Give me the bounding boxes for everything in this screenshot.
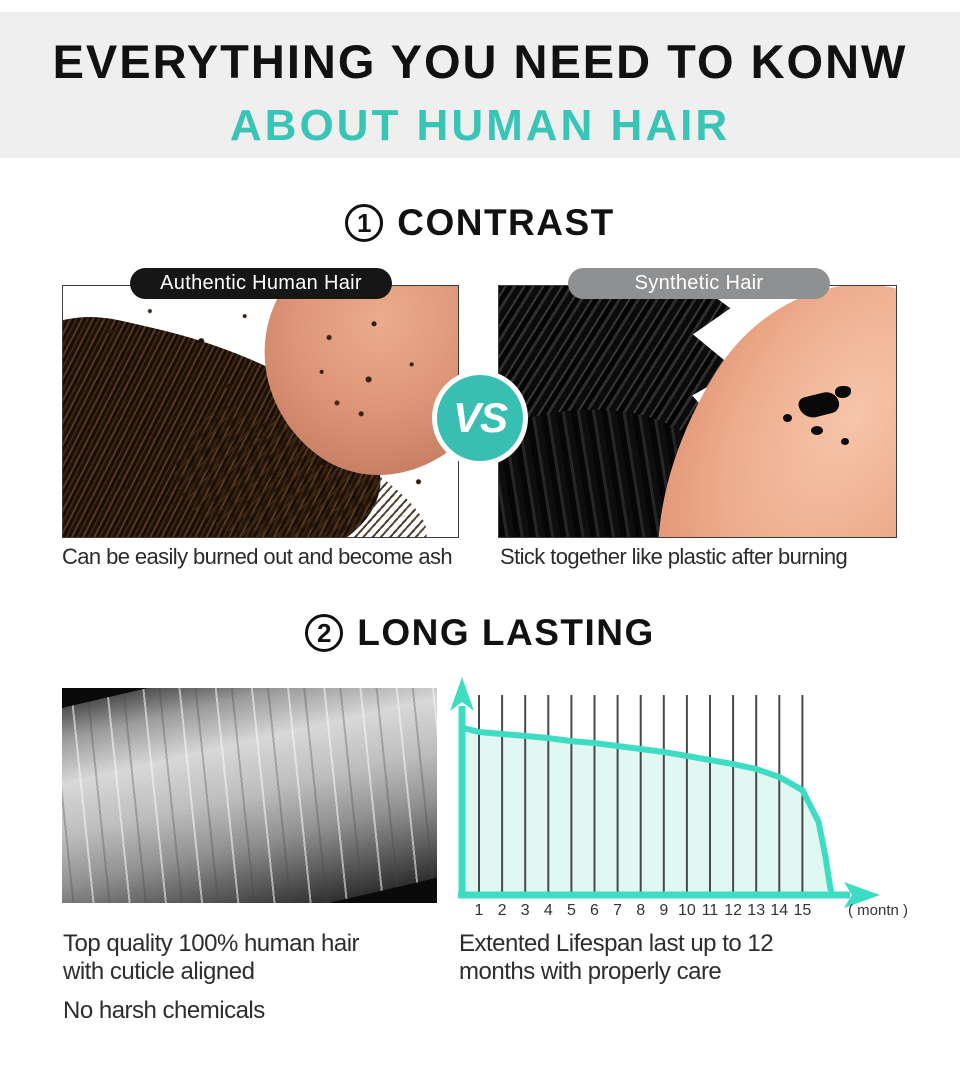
svg-text:8: 8 [636, 902, 645, 919]
comparison-row: Authentic Human Hair Synthetic Hair VS [62, 268, 897, 538]
longlasting-heading-label: LONG LASTING [357, 612, 655, 653]
svg-text:12: 12 [724, 902, 742, 919]
svg-text:7: 7 [613, 902, 622, 919]
lifespan-chart: 1 2 3 4 5 6 7 8 9 10 11 12 13 14 15( montn ) [450, 672, 930, 930]
longlasting-section-heading: 2 LONG LASTING [0, 612, 960, 654]
benefit-line: with cuticle aligned [63, 958, 255, 985]
lifespan-description-text: Extented Lifespan last up to 12 months w… [459, 930, 774, 986]
synthetic-hair-caption: Stick together like plastic after burnin… [500, 544, 848, 569]
benefit-line: Top quality 100% human hair [63, 930, 360, 957]
authentic-hair-label: Authentic Human Hair [130, 268, 392, 299]
benefit-line: No harsh chemicals [63, 997, 265, 1024]
svg-text:15: 15 [794, 902, 812, 919]
svg-text:5: 5 [567, 902, 576, 919]
svg-text:6: 6 [590, 902, 599, 919]
circled-number-2-icon: 2 [305, 614, 344, 652]
svg-text:( montn ): ( montn ) [848, 902, 908, 919]
svg-text:13: 13 [747, 902, 765, 919]
plastic-clump-art [783, 414, 792, 422]
contrast-heading-label: CONTRAST [397, 202, 615, 243]
synthetic-hair-label: Synthetic Hair [568, 268, 830, 299]
plastic-clump-art [811, 426, 823, 435]
vs-badge: VS [432, 370, 528, 466]
page-title: EVERYTHING YOU NEED TO KONW [52, 35, 908, 88]
vs-badge-label: VS [452, 394, 508, 441]
synthetic-hair-photo [498, 285, 897, 538]
header-banner: EVERYTHING YOU NEED TO KONW ABOUT HUMAN … [0, 12, 960, 158]
lifespan-chart-svg: 1 2 3 4 5 6 7 8 9 10 11 12 13 14 15( montn ) [450, 677, 908, 919]
svg-text:14: 14 [770, 902, 788, 919]
page-subtitle: ABOUT HUMAN HAIR [229, 101, 731, 150]
contrast-section-heading: 1 CONTRAST [0, 202, 960, 244]
lifespan-line: Extented Lifespan last up to 12 [459, 930, 774, 957]
svg-text:9: 9 [659, 902, 668, 919]
human-hair-benefits-text: Top quality 100% human hair with cuticle… [63, 930, 360, 1025]
svg-text:1: 1 [475, 902, 484, 919]
svg-text:10: 10 [678, 902, 696, 919]
hair-cuticle-photo [62, 688, 437, 903]
svg-text:11: 11 [702, 902, 719, 919]
svg-text:2: 2 [498, 902, 507, 919]
authentic-hair-caption: Can be easily burned out and become ash [62, 544, 453, 569]
circled-number-1-icon: 1 [345, 204, 384, 242]
plastic-clump-art [841, 438, 849, 445]
svg-text:3: 3 [521, 902, 530, 919]
authentic-hair-photo [62, 285, 459, 538]
svg-text:4: 4 [544, 902, 553, 919]
hair-strand-art [62, 688, 437, 903]
lifespan-line: months with properly care [459, 958, 722, 985]
plastic-clump-art [835, 386, 851, 398]
